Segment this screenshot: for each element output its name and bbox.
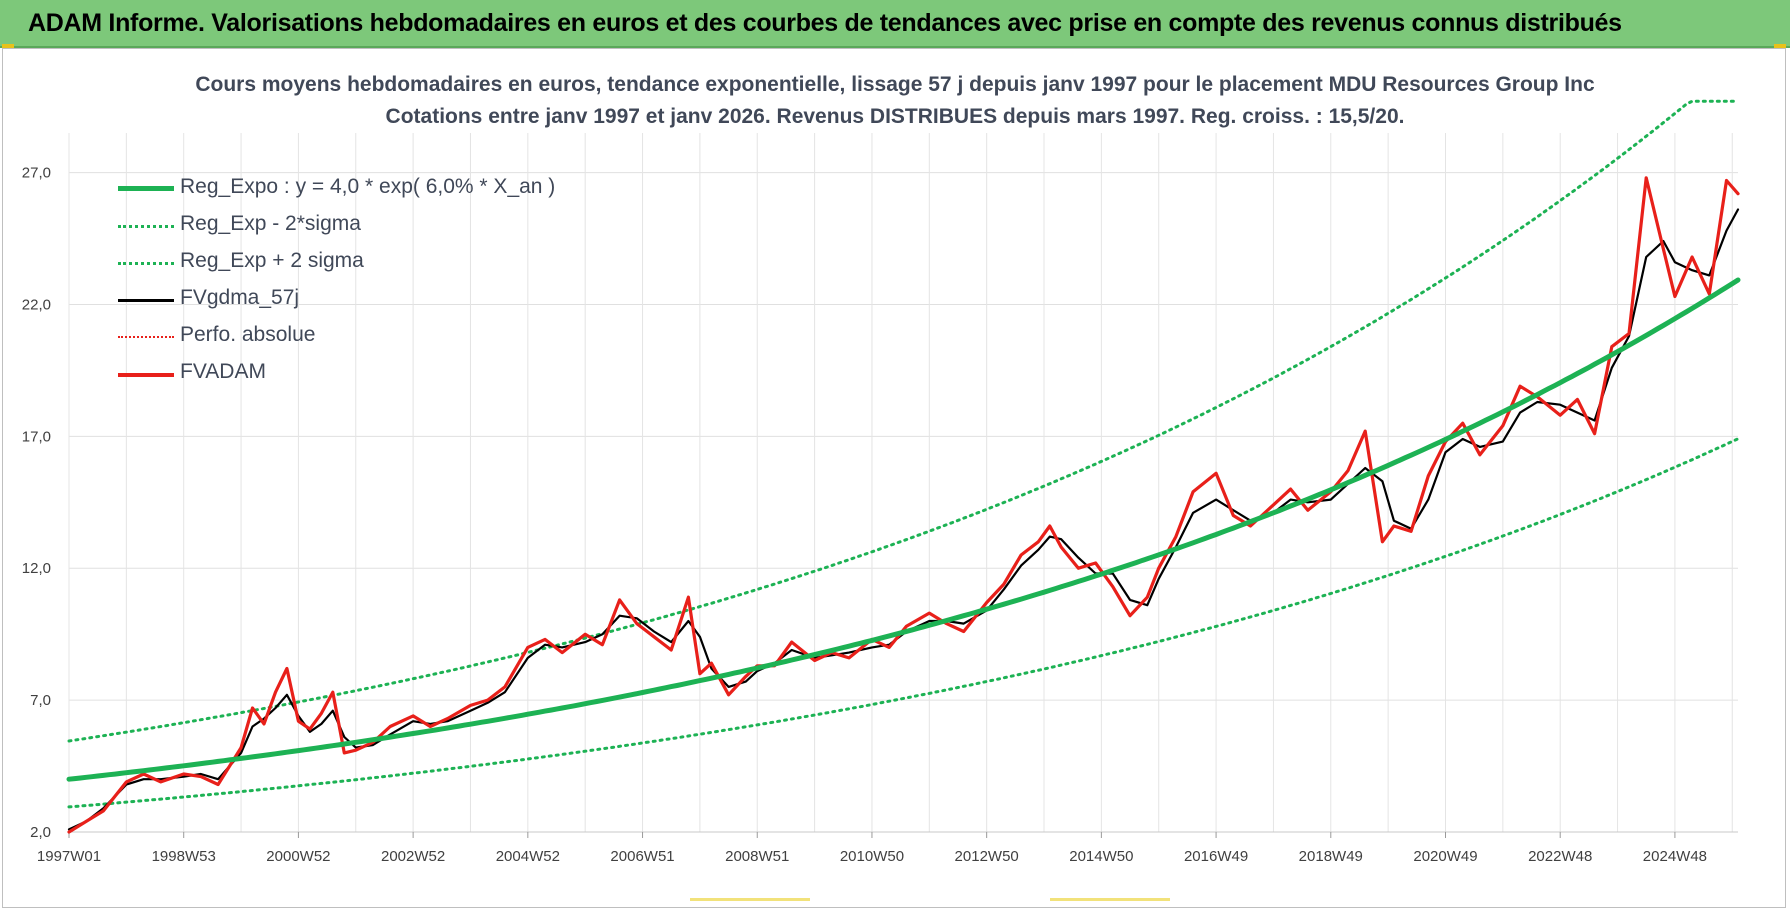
x-tick-label: 2014W50 [1069,848,1133,865]
legend-swatch-dotted-green [118,225,174,228]
axes: 2,0 7,0 12,0 17,0 22,0 27,0 1997W01 1998W53 2000… [22,165,1738,865]
x-tick-label: 2018W49 [1299,848,1363,865]
x-tick-label: 2010W50 [840,848,904,865]
y-tick-label: 27,0 [22,165,51,182]
x-tick-label: 1997W01 [37,848,101,865]
y-tick-label: 12,0 [22,560,51,577]
legend-swatch-solid-green [118,186,174,191]
page-title: ADAM Informe. Valorisations hebdomadaire… [28,9,1622,37]
x-tick-label: 2000W52 [266,848,330,865]
x-tick-label: 2002W52 [381,848,445,865]
corner-mark-left [2,44,14,48]
chart-subtitle: Cotations entre janv 1997 et janv 2026. … [385,105,1405,128]
header-banner: ADAM Informe. Valorisations hebdomadaire… [0,0,1790,48]
x-tick-label: 2008W51 [725,848,789,865]
y-tick-label: 22,0 [22,296,51,313]
legend-swatch-dotted-green [118,262,174,265]
series-line-reg-exp-2-sigma [67,99,1740,743]
series-line-reg-exp-2-sigma [67,437,1740,809]
series-line-fvadam [67,176,1740,834]
x-tick-label: 2012W50 [955,848,1019,865]
grid [68,133,1738,833]
legend-label: FVADAM [180,360,266,383]
y-tick-label: 17,0 [22,428,51,445]
chart-title: Cours moyens hebdomadaires en euros, ten… [195,73,1595,96]
x-tick-label: 2022W48 [1528,848,1592,865]
legend-label: Reg_Expo : y = 4,0 * exp( 6,0% * X_an ) [180,175,556,198]
legend-swatch-dotted-red [118,336,174,338]
y-tick-label: 2,0 [30,824,51,841]
legend-label: Reg_Exp - 2*sigma [180,212,361,235]
bottom-accent-1 [690,898,810,901]
x-tick-label: 2006W51 [610,848,674,865]
series-line-fvgdma-57j [67,208,1740,831]
legend-swatch-solid-red [118,373,174,377]
bottom-accent-2 [1050,898,1170,901]
y-tick-label: 7,0 [30,692,51,709]
x-tick-label: 2024W48 [1643,848,1707,865]
series-line-reg-expo-y-4-0-exp-6-0-x-an [66,277,1741,782]
corner-mark-right [1774,44,1786,48]
legend-label: Reg_Exp + 2 sigma [180,249,364,272]
x-tick-label: 1998W53 [152,848,216,865]
chart-frame [2,48,1786,908]
x-tick-label: 2016W49 [1184,848,1248,865]
x-tick-label: 2020W49 [1413,848,1477,865]
series-lines [66,99,1741,834]
legend-swatch-solid-black [118,299,174,302]
legend-label: FVgdma_57j [180,286,300,309]
legend-label: Perfo. absolue [180,323,316,346]
x-tick-label: 2004W52 [496,848,560,865]
